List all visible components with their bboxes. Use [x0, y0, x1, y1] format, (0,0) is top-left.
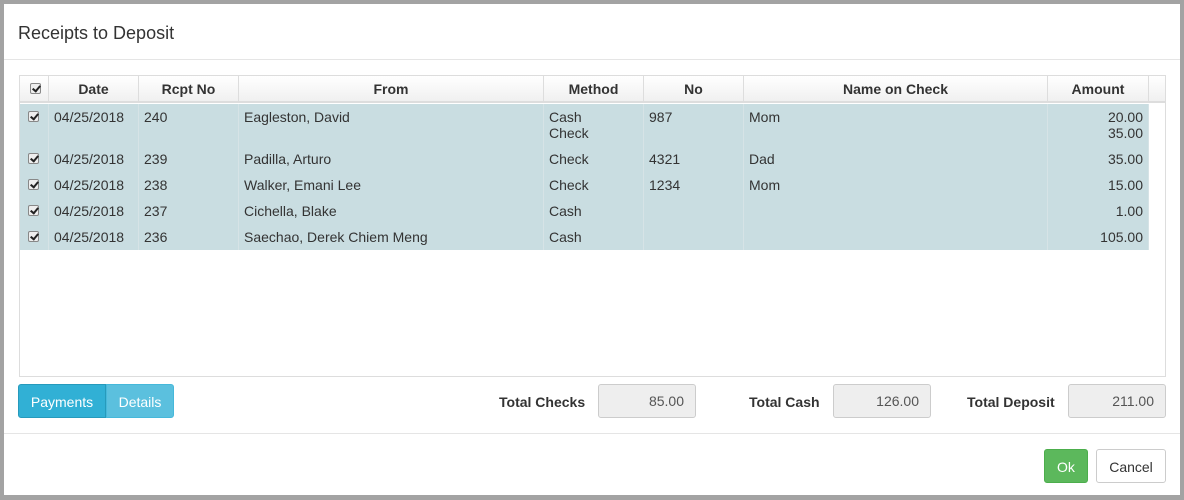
- row-select-cell[interactable]: [20, 224, 49, 250]
- column-header-name-on-check: Name on Check: [744, 76, 1048, 101]
- row-select-cell[interactable]: [20, 104, 49, 146]
- row-checkbox[interactable]: [28, 179, 39, 190]
- row-checkbox[interactable]: [28, 205, 39, 216]
- table-row[interactable]: 04/25/2018 240 Eagleston, David Cash Check 9…: [20, 104, 1149, 146]
- cell-check-no: [644, 198, 744, 224]
- cell-name-on-check: Dad: [744, 146, 1048, 172]
- column-header-from: From: [239, 76, 544, 101]
- cell-name-on-check: Mom: [744, 172, 1048, 198]
- cell-name-on-check: [744, 198, 1048, 224]
- table-row[interactable]: 04/25/2018 237 Cichella, Blake Cash 1.00: [20, 198, 1149, 224]
- cell-check-no: 987: [644, 104, 744, 146]
- cell-from: Padilla, Arturo: [239, 146, 544, 172]
- cell-amount: 15.00: [1048, 172, 1149, 198]
- cell-name-on-check: Mom: [744, 104, 1048, 146]
- row-checkbox[interactable]: [28, 111, 39, 122]
- table-header: Date Rcpt No From Method No Name on Check Amou…: [20, 76, 1165, 103]
- table-row[interactable]: 04/25/2018 236 Saechao, Derek Chiem Meng Ca…: [20, 224, 1149, 250]
- receipts-table: Date Rcpt No From Method No Name on Check Amou…: [19, 75, 1166, 377]
- cell-method: Check: [544, 172, 644, 198]
- total-checks-label: Total Checks: [499, 394, 586, 410]
- cell-check-no: 4321: [644, 146, 744, 172]
- total-checks-field: 85.00: [598, 384, 696, 418]
- cell-amount: 20.00 35.00: [1048, 104, 1149, 146]
- tab-details[interactable]: Details: [106, 384, 174, 418]
- cell-from: Walker, Emani Lee: [239, 172, 544, 198]
- total-cash-label: Total Cash: [749, 394, 820, 410]
- total-deposit-field: 211.00: [1068, 384, 1166, 418]
- cell-rcpt-no: 240: [139, 104, 239, 146]
- cell-from: Eagleston, David: [239, 104, 544, 146]
- column-header-check-no: No: [644, 76, 744, 101]
- cell-date: 04/25/2018: [49, 224, 139, 250]
- cell-check-no: [644, 224, 744, 250]
- ok-button[interactable]: Ok: [1044, 449, 1088, 483]
- row-select-cell[interactable]: [20, 172, 49, 198]
- cell-from: Saechao, Derek Chiem Meng: [239, 224, 544, 250]
- divider: [4, 59, 1180, 60]
- cell-rcpt-no: 237: [139, 198, 239, 224]
- cell-method: Cash: [544, 198, 644, 224]
- cell-method: Check: [544, 146, 644, 172]
- cell-date: 04/25/2018: [49, 104, 139, 146]
- tab-payments[interactable]: Payments: [18, 384, 106, 418]
- total-deposit-label: Total Deposit: [967, 394, 1055, 410]
- cell-date: 04/25/2018: [49, 146, 139, 172]
- cell-amount: 35.00: [1048, 146, 1149, 172]
- cell-date: 04/25/2018: [49, 172, 139, 198]
- total-cash-field: 126.00: [833, 384, 931, 418]
- row-checkbox[interactable]: [28, 231, 39, 242]
- cell-name-on-check: [744, 224, 1048, 250]
- table-row[interactable]: 04/25/2018 239 Padilla, Arturo Check 4321 Dad…: [20, 146, 1149, 172]
- cancel-button[interactable]: Cancel: [1096, 449, 1166, 483]
- cell-amount: 105.00: [1048, 224, 1149, 250]
- checkbox-checked-icon[interactable]: [30, 83, 41, 94]
- receipts-dialog: Receipts to Deposit Date Rcpt No From Metho…: [4, 4, 1180, 495]
- column-header-rcpt-no: Rcpt No: [139, 76, 239, 101]
- cell-amount: 1.00: [1048, 198, 1149, 224]
- cell-date: 04/25/2018: [49, 198, 139, 224]
- cell-rcpt-no: 238: [139, 172, 239, 198]
- divider: [4, 433, 1180, 434]
- cell-method: Cash: [544, 224, 644, 250]
- select-all-checkbox[interactable]: [20, 76, 49, 101]
- cell-rcpt-no: 239: [139, 146, 239, 172]
- cell-check-no: 1234: [644, 172, 744, 198]
- cell-from: Cichella, Blake: [239, 198, 544, 224]
- table-row[interactable]: 04/25/2018 238 Walker, Emani Lee Check 1234 M…: [20, 172, 1149, 198]
- dialog-title: Receipts to Deposit: [18, 23, 175, 43]
- column-header-method: Method: [544, 76, 644, 101]
- row-select-cell[interactable]: [20, 198, 49, 224]
- column-header-date: Date: [49, 76, 139, 101]
- row-select-cell[interactable]: [20, 146, 49, 172]
- row-checkbox[interactable]: [28, 153, 39, 164]
- cell-rcpt-no: 236: [139, 224, 239, 250]
- column-header-amount: Amount: [1048, 76, 1149, 101]
- cell-method: Cash Check: [544, 104, 644, 146]
